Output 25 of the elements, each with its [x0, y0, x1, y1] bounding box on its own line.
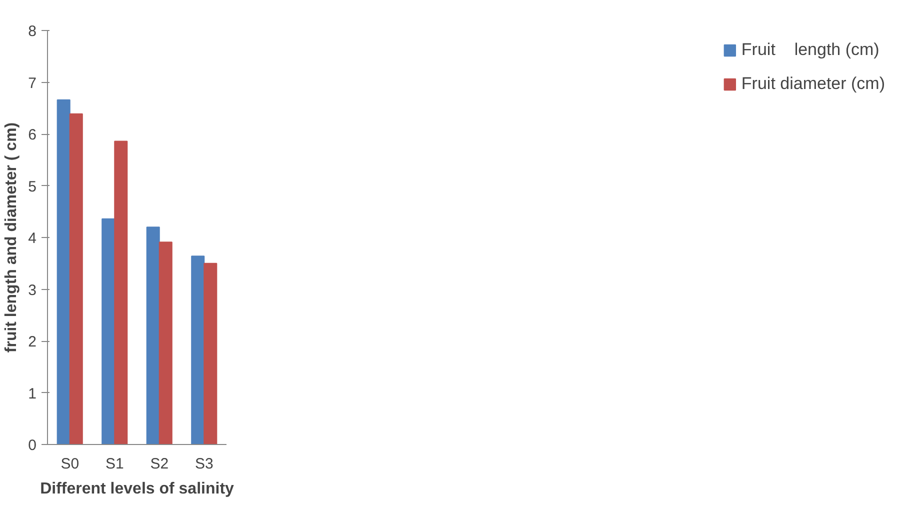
- bar: [114, 140, 128, 444]
- x-axis-title: Different levels of salinity: [40, 480, 234, 498]
- y-axis-title: fruit length and diameter ( cm): [3, 122, 20, 353]
- bar: [158, 242, 172, 444]
- bar: [56, 99, 70, 444]
- x-tick-label: S3: [194, 456, 214, 472]
- x-tick-label: S1: [105, 456, 124, 472]
- y-tick-label: 3: [28, 282, 36, 299]
- y-tick-label: 1: [28, 385, 36, 402]
- bar: [204, 262, 218, 444]
- y-tick-label: 5: [28, 178, 36, 196]
- y-tick-label: 4: [28, 230, 36, 247]
- legend-label: Fruit length (cm): [741, 40, 880, 60]
- y-tick-label: 8: [28, 23, 36, 40]
- y-tick-label: 6: [28, 126, 36, 144]
- legend-label: Fruit diameter (cm): [741, 74, 885, 94]
- bar: [102, 218, 116, 444]
- y-tick-label: 0: [28, 437, 36, 454]
- bar: [69, 113, 83, 444]
- x-tick-label: S0: [60, 456, 80, 472]
- bar: [191, 256, 205, 444]
- y-tick-label: 7: [28, 74, 36, 92]
- x-tick-label: S2: [150, 456, 169, 472]
- bar: [146, 226, 160, 444]
- y-tick-label: 2: [28, 334, 36, 350]
